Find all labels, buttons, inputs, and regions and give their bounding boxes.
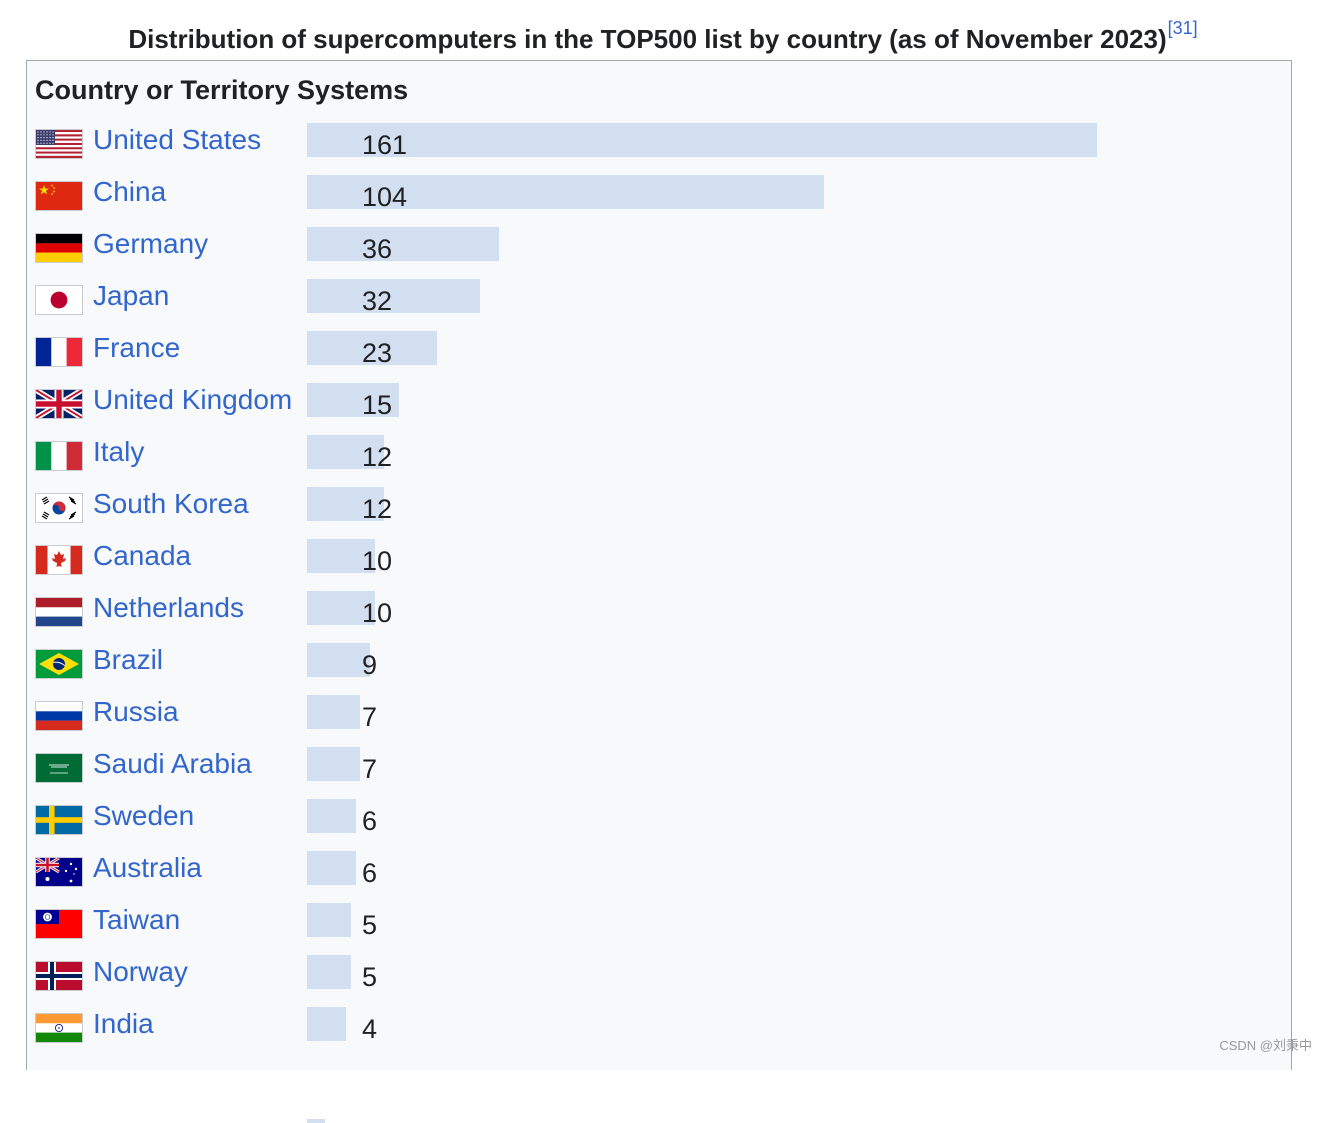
table-row: Sweden 6 [27, 794, 1291, 846]
country-link[interactable]: Saudi Arabia [93, 748, 252, 779]
table-row: Netherlands 10 [27, 586, 1291, 638]
bar-value-label: 6 [362, 858, 378, 888]
bar-value-label: 10 [362, 598, 393, 628]
bar [307, 175, 824, 209]
bar-value-label: 5 [362, 910, 378, 940]
no-flag-icon[interactable] [36, 962, 82, 990]
bar-value-label: 4 [362, 1014, 378, 1044]
bar-value-label: 104 [362, 182, 408, 212]
country-link[interactable]: France [93, 332, 181, 363]
table-row: Japan 32 [27, 274, 1291, 326]
nl-flag-icon[interactable] [36, 598, 82, 626]
bar-value-label: 10 [362, 546, 393, 576]
table-row: Canada 10 [27, 534, 1291, 586]
country-link[interactable]: Brazil [93, 644, 164, 675]
chart-box: Country or Territory Systems United Stat… [26, 60, 1292, 1123]
bar [307, 539, 375, 573]
table-row: Australia 6 [27, 846, 1291, 898]
country-link[interactable]: Germany [93, 228, 209, 259]
se-flag-icon[interactable] [36, 806, 82, 834]
de-flag-icon[interactable] [36, 234, 82, 262]
bar-value-label: 23 [362, 338, 393, 368]
bar [307, 903, 351, 937]
bar-value-label: 6 [362, 806, 378, 836]
table-row: Russia 7 [27, 690, 1291, 742]
country-link[interactable]: Netherlands [93, 592, 244, 623]
country-link[interactable]: Italy [93, 436, 145, 467]
ca-flag-icon[interactable] [36, 546, 82, 574]
country-link[interactable]: United States [93, 124, 262, 155]
chart-title: Distribution of supercomputers in the TO… [0, 18, 1326, 55]
country-link[interactable]: South Korea [93, 488, 249, 519]
table-row: India 4 [27, 1002, 1291, 1054]
kr-flag-icon[interactable] [36, 494, 82, 522]
chart-title-text: Distribution of supercomputers in the TO… [128, 24, 1167, 54]
country-link[interactable]: China [93, 176, 167, 207]
bar [307, 955, 351, 989]
country-link[interactable]: Norway [93, 956, 188, 987]
bar-partial-next-row [307, 1119, 325, 1123]
country-link[interactable]: India [93, 1008, 154, 1039]
br-flag-icon[interactable] [36, 650, 82, 678]
table-row: Brazil 9 [27, 638, 1291, 690]
sa-flag-icon[interactable] [36, 754, 82, 782]
table-row: Taiwan 5 [27, 898, 1291, 950]
country-link[interactable]: Taiwan [93, 904, 181, 935]
country-link[interactable]: Canada [93, 540, 192, 571]
table-row: United Kingdom 15 [27, 378, 1291, 430]
bar [307, 435, 384, 469]
table-row: Italy 12 [27, 430, 1291, 482]
bar [307, 851, 356, 885]
table-row: China 104 [27, 170, 1291, 222]
bar-value-label: 12 [362, 494, 393, 524]
bar [307, 487, 384, 521]
ru-flag-icon[interactable] [36, 702, 82, 730]
reference-link[interactable]: [31] [1167, 18, 1198, 38]
tw-flag-icon[interactable] [36, 910, 82, 938]
bar [307, 331, 437, 365]
jp-flag-icon[interactable] [36, 286, 82, 314]
bar [307, 1007, 346, 1041]
it-flag-icon[interactable] [36, 442, 82, 470]
us-flag-icon[interactable] [36, 130, 82, 158]
bar [307, 279, 480, 313]
table-header: Country or Territory Systems [35, 75, 408, 106]
table-row: Saudi Arabia 7 [27, 742, 1291, 794]
au-flag-icon[interactable] [36, 858, 82, 886]
table-row: Germany 36 [27, 222, 1291, 274]
table-row: United States 161 [27, 118, 1291, 170]
gb-flag-icon[interactable] [36, 390, 82, 418]
country-link[interactable]: Australia [93, 852, 202, 883]
table-row: Norway 5 [27, 950, 1291, 1002]
country-link[interactable]: Russia [93, 696, 179, 727]
bar [307, 799, 356, 833]
country-link[interactable]: United Kingdom [93, 384, 293, 415]
table-row: France 23 [27, 326, 1291, 378]
fr-flag-icon[interactable] [36, 338, 82, 366]
bar-value-label: 32 [362, 286, 393, 316]
bar [307, 123, 1097, 157]
header-country: Country or Territory [35, 75, 290, 105]
watermark: CSDN @刘秉中 [1219, 1038, 1312, 1053]
bar-value-label: 9 [362, 650, 378, 680]
bar-value-label: 15 [362, 390, 393, 420]
bar-value-label: 7 [362, 754, 378, 784]
bar-value-label: 12 [362, 442, 393, 472]
country-link[interactable]: Sweden [93, 800, 195, 831]
bar [307, 643, 370, 677]
bar [307, 227, 499, 261]
bar-value-label: 161 [362, 130, 408, 160]
cn-flag-icon[interactable] [36, 182, 82, 210]
bar [307, 695, 360, 729]
bar-value-label: 7 [362, 702, 378, 732]
bar-value-label: 5 [362, 962, 378, 992]
header-systems: Systems [297, 75, 409, 105]
bar [307, 747, 360, 781]
table-row: South Korea 12 [27, 482, 1291, 534]
in-flag-icon[interactable] [36, 1014, 82, 1042]
bar [307, 383, 399, 417]
bar [307, 591, 375, 625]
bar-value-label: 36 [362, 234, 393, 264]
country-link[interactable]: Japan [93, 280, 170, 311]
